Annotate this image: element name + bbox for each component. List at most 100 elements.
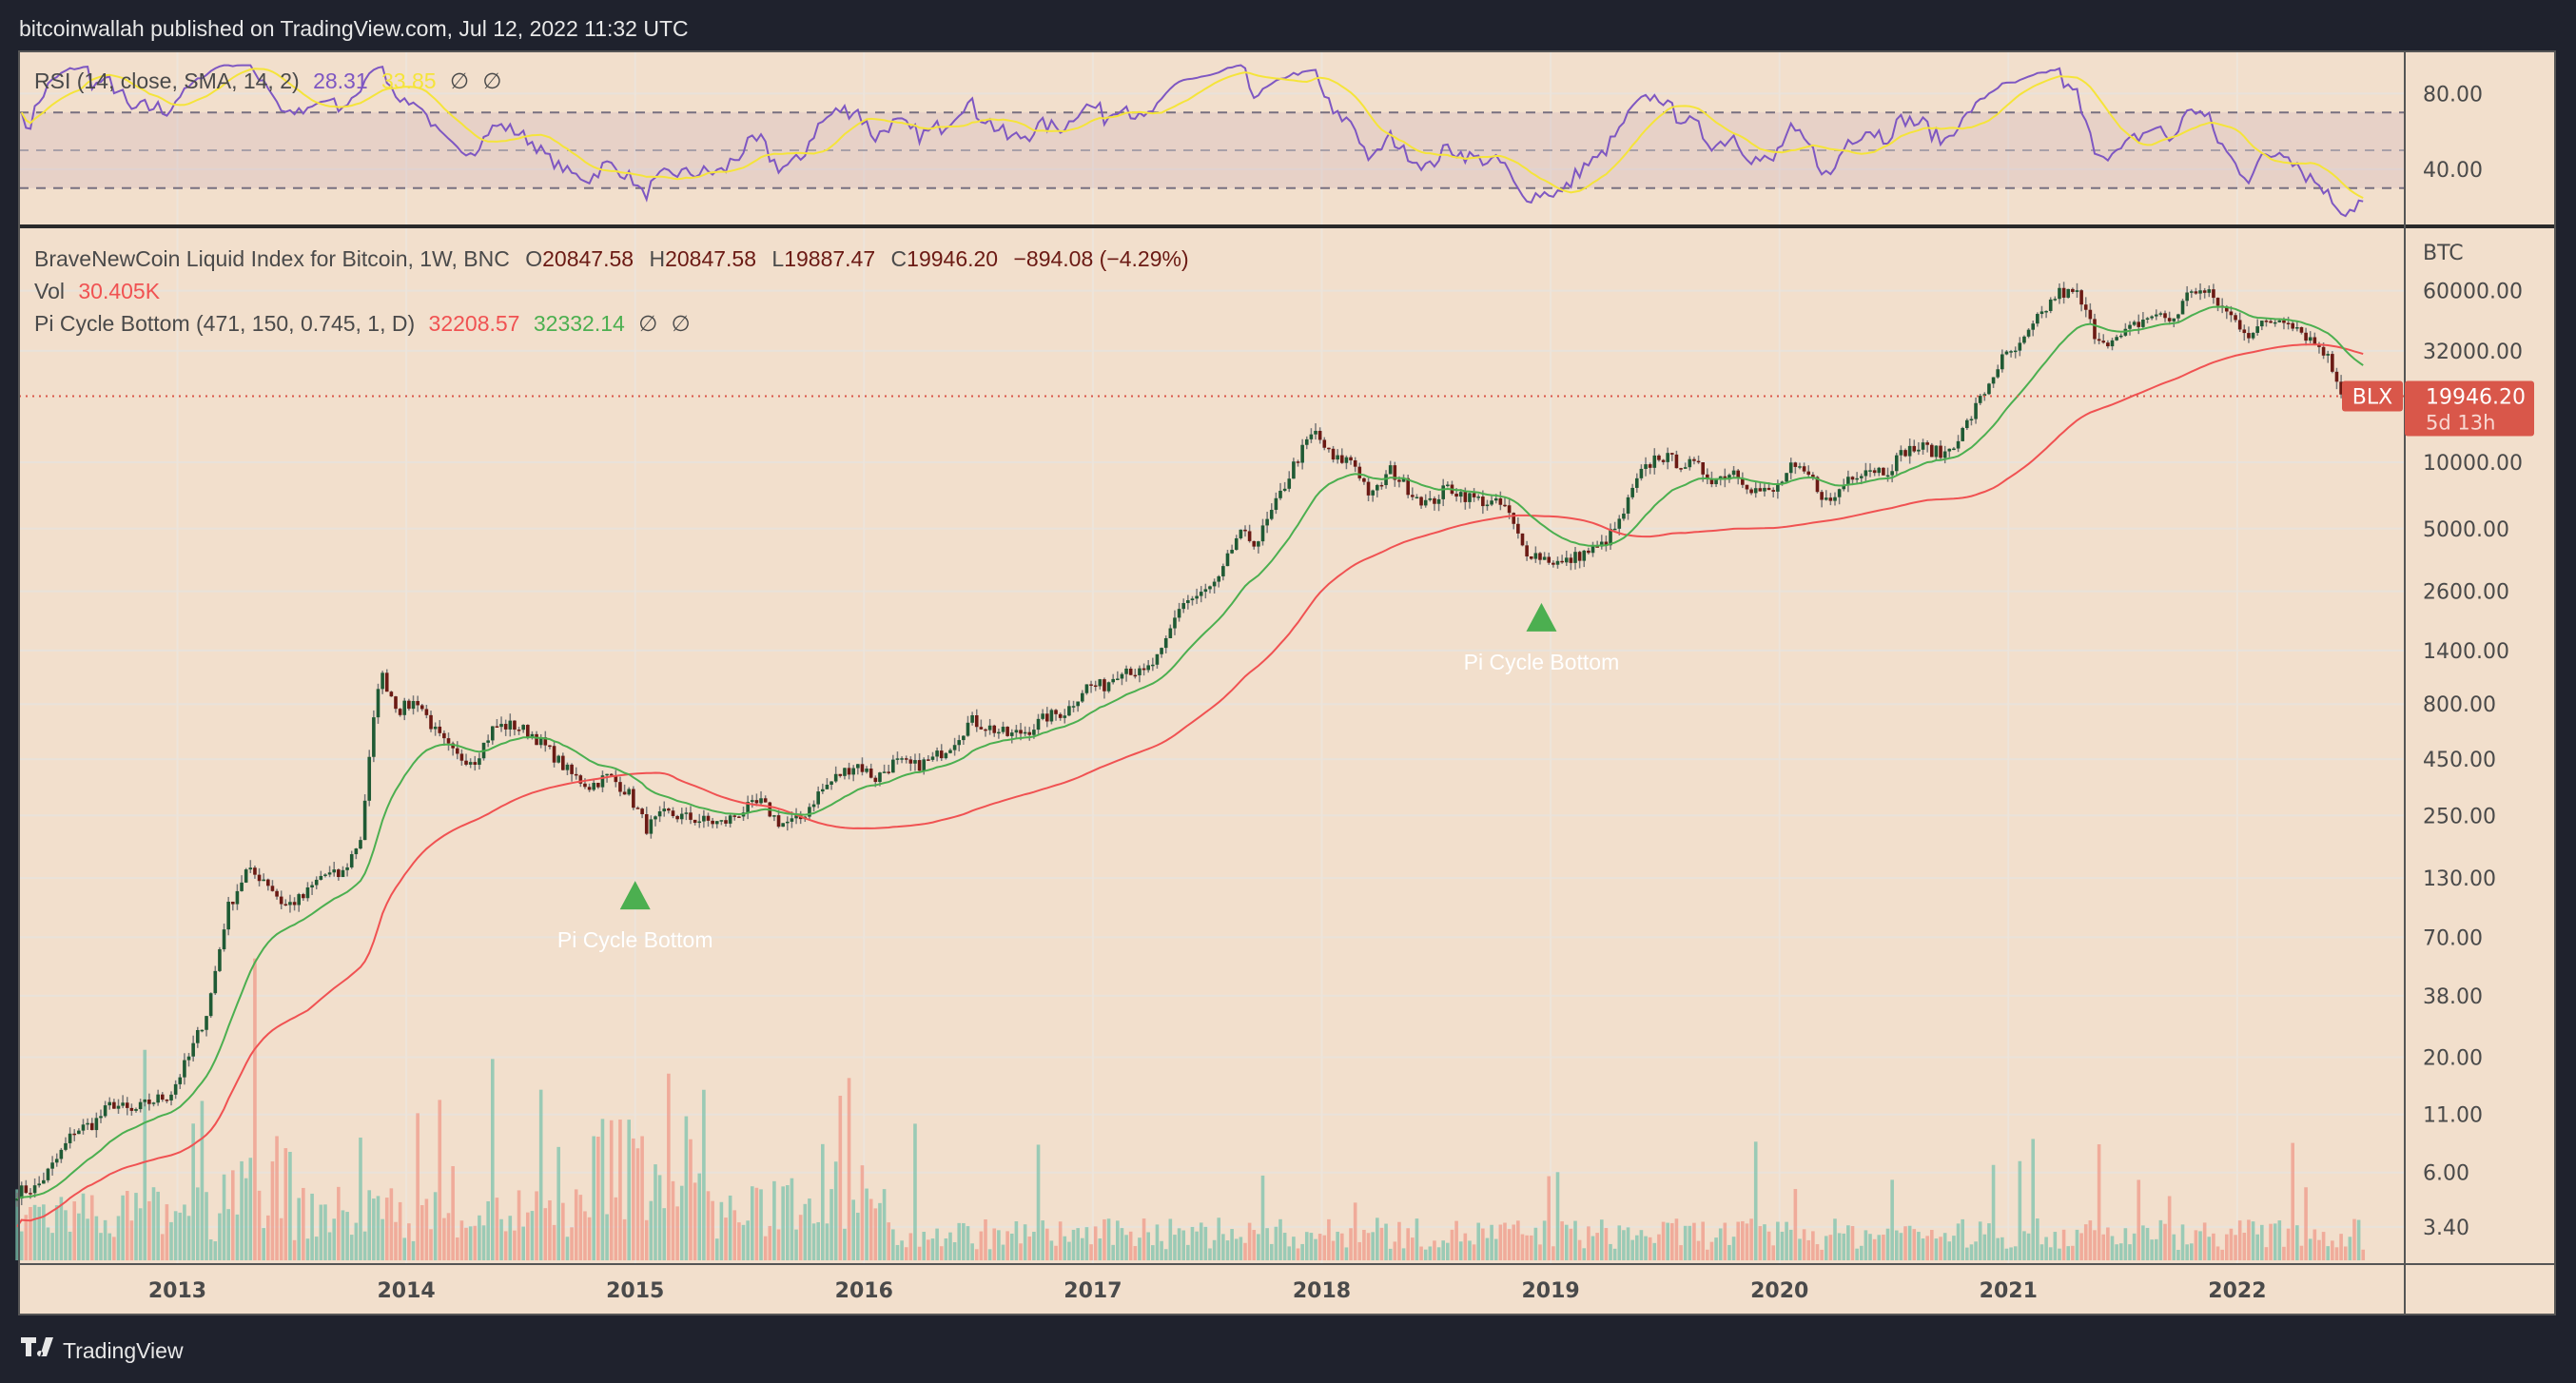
tradingview-brand: TradingView (63, 1338, 184, 1363)
volume-bar (416, 1113, 420, 1260)
volume-bar (882, 1189, 887, 1260)
price-axis[interactable]: 60000.00 32000.00 10000.00 5000.00 2600.00 14… (2423, 83, 2523, 1239)
volume-bar (323, 1204, 327, 1260)
candle-down (2339, 381, 2343, 395)
candles[interactable] (15, 282, 2366, 1207)
candle-down (737, 816, 741, 818)
volume-bar (1168, 1218, 1173, 1260)
volume-bar (1446, 1242, 1450, 1260)
candle-up (2141, 320, 2145, 327)
candle-down (283, 904, 288, 906)
volume-bar (1969, 1244, 1974, 1260)
volume-bar (1749, 1218, 1753, 1260)
candle-up (987, 725, 992, 730)
volume-bar (2150, 1239, 2154, 1260)
volume-bar (1401, 1248, 1406, 1260)
volume-bar (1894, 1230, 1899, 1260)
volume-bar (2022, 1231, 2026, 1260)
volume-bar (1991, 1164, 1996, 1260)
volume-bar (1362, 1229, 1366, 1260)
candle-up (930, 756, 935, 760)
volume-bar (1815, 1244, 1820, 1260)
candle-down (640, 808, 644, 814)
last-price-value: 19946.20 (2426, 385, 2526, 409)
candle-down (1089, 684, 1093, 686)
volume-bar (1718, 1228, 1723, 1260)
candle-up (1314, 430, 1317, 435)
candle-down (2286, 322, 2291, 324)
candle-down (635, 808, 640, 809)
volume-bar (1903, 1226, 1907, 1260)
candle-up (1269, 510, 1274, 519)
candle-up (1590, 546, 1595, 554)
volume-bar (1542, 1220, 1547, 1260)
candle-up (1208, 586, 1212, 590)
candle-down (1252, 540, 1257, 547)
price-tick-label: 60000.00 (2423, 281, 2523, 304)
candle-up (205, 1016, 208, 1030)
volume-bar (538, 1089, 543, 1260)
candle-up (1573, 552, 1577, 563)
volume-bar (2123, 1228, 2128, 1260)
candle-down (2083, 304, 2088, 310)
volume-bar (754, 1187, 759, 1260)
volume-bar (1864, 1230, 1868, 1260)
volume-bar (473, 1225, 478, 1260)
candle-down (2137, 321, 2141, 327)
tradingview-logo[interactable]: TradingView (21, 1337, 184, 1363)
volume-bar (2348, 1237, 2352, 1260)
candle-up (32, 1185, 37, 1194)
rsi-sma-line (20, 68, 2364, 199)
candle-up (957, 740, 962, 746)
candle-down (1353, 460, 1357, 467)
volume-bar (2343, 1246, 2348, 1260)
candle-up (1490, 500, 1493, 505)
candle-down (711, 820, 714, 825)
volume-bar (2009, 1247, 2013, 1260)
volume-bar (2185, 1244, 2189, 1260)
candle-up (2251, 332, 2255, 339)
symbol-legend[interactable]: BraveNewCoin Liquid Index for Bitcoin, 1… (34, 246, 1189, 271)
volume-bar (1965, 1247, 1969, 1260)
candle-down (1577, 552, 1582, 561)
candle-down (632, 789, 635, 808)
candle-up (1907, 445, 1912, 457)
volume-bar (1054, 1245, 1058, 1260)
candle-down (1670, 453, 1674, 455)
volume-bar (2097, 1144, 2101, 1260)
candle-down (1802, 466, 1806, 472)
candle-down (2242, 329, 2247, 334)
candle-down (1058, 713, 1063, 718)
pi-cycle-legend[interactable]: Pi Cycle Bottom (471, 150, 0.745, 1, D) … (34, 311, 691, 336)
candle-down (1529, 555, 1533, 559)
candle-down (1771, 490, 1776, 492)
volume-bar (165, 1204, 169, 1260)
candle-down (429, 714, 433, 730)
candle-up (478, 758, 481, 766)
candle-down (165, 1100, 169, 1101)
candle-up (151, 1102, 156, 1104)
candle-down (1806, 471, 1811, 476)
volume-bar (1604, 1228, 1609, 1260)
candle-up (1855, 477, 1859, 480)
volume-bar (1423, 1249, 1428, 1260)
volume-bar (2048, 1247, 2053, 1260)
candle-up (1987, 383, 1991, 395)
candle-down (2088, 309, 2093, 320)
time-axis[interactable]: 2013 2014 2015 2016 2017 2018 2019 2020 2021 2022 (148, 1279, 2267, 1303)
candle-down (675, 815, 679, 820)
volume-bar (565, 1237, 570, 1260)
volume-label: Vol (34, 279, 65, 303)
candle-up (1160, 648, 1163, 654)
volume-bar (464, 1227, 468, 1260)
volume-bar (1547, 1176, 1551, 1260)
candle-down (279, 896, 283, 905)
candle-down (1366, 481, 1371, 496)
candle-up (349, 854, 354, 867)
rsi-legend[interactable]: RSI (14, close, SMA, 14, 2) 28.31 33.85 … (34, 68, 501, 93)
volume-bar (1842, 1233, 1846, 1260)
volume-legend[interactable]: Vol 30.405K (34, 279, 161, 303)
candle-up (1287, 478, 1292, 489)
candle-down (1397, 479, 1401, 482)
